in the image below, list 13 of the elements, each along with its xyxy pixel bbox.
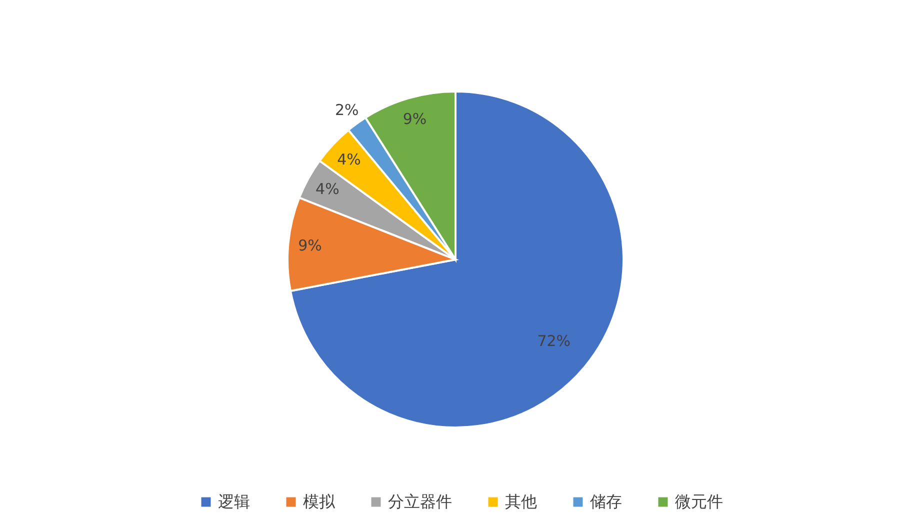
legend-label: 模拟 (303, 492, 336, 511)
data-label: 2% (334, 100, 359, 119)
data-label: 9% (298, 236, 322, 255)
legend-label: 逻辑 (218, 492, 250, 511)
legend-label: 其他 (505, 492, 537, 511)
legend-label: 分立器件 (388, 492, 452, 511)
data-label: 72% (537, 332, 571, 350)
pie-slice (289, 90, 624, 428)
data-label: 9% (402, 110, 427, 128)
legend-label: 储存 (590, 492, 622, 511)
data-label: 4% (316, 180, 340, 198)
legend-label: 微元件 (675, 492, 723, 511)
data-label: 4% (337, 150, 361, 168)
